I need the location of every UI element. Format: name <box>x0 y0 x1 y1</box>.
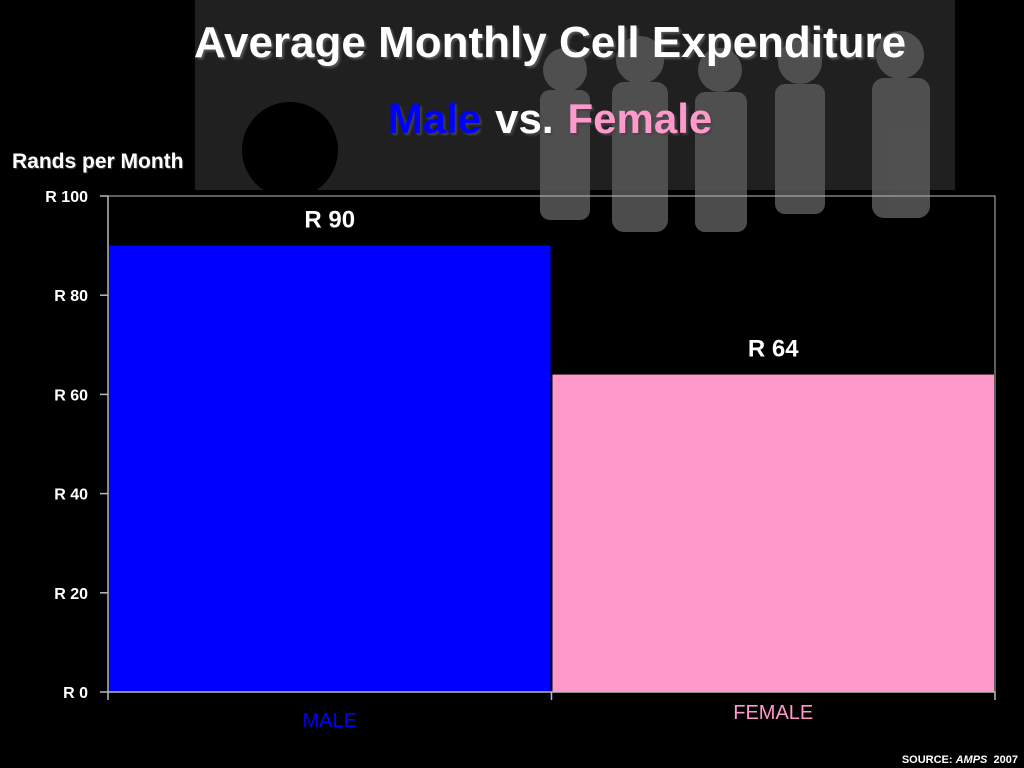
subtitle-female: Female <box>567 95 713 142</box>
y-axis-label: Rands per Month <box>12 150 184 173</box>
category-label-male: MALE <box>303 710 357 732</box>
chart-title: Average Monthly Cell Expenditure <box>193 18 907 67</box>
source-note: SOURCE: AMPS 2007 <box>902 754 1018 766</box>
source-prefix: SOURCE: <box>901 754 953 766</box>
y-tick-label: R 80 <box>54 288 88 305</box>
y-tick-label: R 40 <box>54 487 88 504</box>
y-tick-label: R 60 <box>54 387 88 404</box>
subtitle-vs: vs. <box>495 95 554 142</box>
source-year: 2007 <box>993 754 1018 766</box>
bar-male <box>109 245 551 692</box>
data-label-male: R 90 <box>304 207 355 234</box>
subtitle-male: Male <box>387 95 482 142</box>
data-label-female: R 64 <box>748 336 799 363</box>
category-label-female: FEMALE <box>733 702 813 724</box>
y-tick-label: R 100 <box>45 189 88 206</box>
y-tick-label: R 20 <box>54 586 88 603</box>
bar-female <box>552 374 994 692</box>
y-tick-label: R 0 <box>63 685 88 702</box>
chart-subtitle: Male vs. Female <box>340 95 760 143</box>
source-name: AMPS <box>955 754 988 766</box>
